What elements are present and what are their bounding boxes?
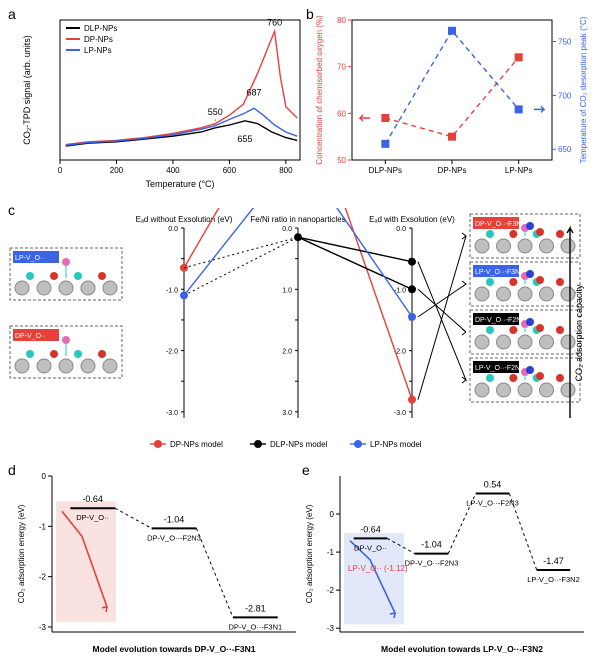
svg-text:Eₐd without Exsolution (eV): Eₐd without Exsolution (eV) [136, 215, 233, 224]
svg-text:LP-V_O··: LP-V_O·· [15, 255, 45, 262]
svg-text:650: 650 [558, 145, 572, 154]
svg-text:750: 750 [558, 38, 572, 47]
svg-text:-3: -3 [327, 624, 335, 633]
svg-text:400: 400 [166, 166, 180, 175]
svg-text:-0.64: -0.64 [82, 494, 103, 504]
svg-text:-2: -2 [39, 573, 47, 582]
svg-text:DLP-NPs model: DLP-NPs model [270, 440, 328, 449]
svg-text:LP-V_O·· (-1.12): LP-V_O·· (-1.12) [348, 564, 408, 573]
svg-text:LP-V_O··-F3N2: LP-V_O··-F3N2 [475, 269, 524, 276]
svg-text:-0.64: -0.64 [360, 524, 381, 534]
svg-text:DP-V_O··-F2N3: DP-V_O··-F2N3 [475, 317, 525, 324]
svg-text:0.0: 0.0 [168, 226, 178, 233]
svg-text:-2.0: -2.0 [166, 349, 178, 356]
svg-text:DP-V_O··: DP-V_O·· [15, 333, 46, 340]
panel-a-label: a [8, 6, 16, 22]
svg-text:DP-NPs model: DP-NPs model [170, 440, 223, 449]
svg-text:Fe/Ni ratio in nanoparticles: Fe/Ni ratio in nanoparticles [250, 215, 345, 224]
svg-text:CO₂ adsorption energy (eV): CO₂ adsorption energy (eV) [305, 504, 314, 603]
svg-text:800: 800 [279, 166, 293, 175]
svg-text:DP-NPs: DP-NPs [84, 35, 113, 44]
svg-text:-2.81: -2.81 [245, 603, 266, 613]
svg-text:687: 687 [246, 88, 261, 98]
svg-text:3.0: 3.0 [282, 410, 292, 417]
svg-text:Model evolution towards DP-V_O: Model evolution towards DP-V_O··-F3N1 [93, 644, 256, 654]
svg-text:DP-V_O··: DP-V_O·· [76, 513, 109, 522]
svg-text:LP-NPs: LP-NPs [84, 46, 112, 55]
svg-text:655: 655 [237, 134, 252, 144]
panel-a-chart: 0 200 400 600 800 Temperature (°C) CO₂-TPD sig… [18, 10, 308, 190]
svg-text:LP-V_O··-F2N3: LP-V_O··-F2N3 [475, 365, 524, 372]
svg-text:CO₂ adsorption capacity: CO₂ adsorption capacity [574, 284, 584, 382]
svg-text:550: 550 [208, 107, 223, 117]
svg-text:2.0: 2.0 [282, 349, 292, 356]
svg-text:Concentration of chemisorbed o: Concentration of chemisorbed oxygen (%) [315, 15, 324, 165]
svg-text:-1.04: -1.04 [421, 540, 442, 550]
svg-text:DP-V_O··-F3N1: DP-V_O··-F3N1 [475, 221, 525, 228]
svg-text:DLP-NPs: DLP-NPs [84, 24, 117, 33]
svg-text:LP-V_O··-F2N3: LP-V_O··-F2N3 [466, 499, 519, 508]
svg-text:70: 70 [337, 63, 346, 72]
svg-text:700: 700 [558, 91, 572, 100]
svg-text:-1.47: -1.47 [543, 556, 564, 566]
svg-text:0: 0 [58, 166, 63, 175]
svg-text:CO₂-TPD signal (arb. units): CO₂-TPD signal (arb. units) [22, 35, 32, 145]
svg-text:-1.04: -1.04 [164, 514, 185, 524]
svg-text:-3: -3 [39, 623, 47, 632]
svg-text:DLP-NPs: DLP-NPs [369, 166, 402, 175]
svg-text:DP-V_O··-F2N3: DP-V_O··-F2N3 [147, 533, 201, 542]
svg-text:-3.0: -3.0 [394, 410, 406, 417]
svg-text:200: 200 [110, 166, 124, 175]
svg-text:60: 60 [337, 109, 346, 118]
svg-text:LP-NPs: LP-NPs [505, 166, 533, 175]
svg-text:DP-V_O··-F2N3: DP-V_O··-F2N3 [405, 559, 459, 568]
svg-text:DP-NPs: DP-NPs [438, 166, 467, 175]
panel-b-chart: 50 60 70 80 650 700 750 DLP-NPs DP-NPs LP-NPs Conc… [312, 10, 592, 190]
panel-c-chart: LP-V_O·· DP-V_O·· DP-V_O··-F3N1 LP-V_O··-F3… [8, 208, 588, 458]
svg-text:Eₐd with Exsolution (eV): Eₐd with Exsolution (eV) [369, 215, 455, 224]
svg-text:CO₂ adsorption energy (eV): CO₂ adsorption energy (eV) [17, 504, 26, 603]
panel-d-chart: -3 -2 -1 0 -0.64 DP-V_O·· -1.04 DP-V_O··-F2N3 -2… [14, 468, 304, 658]
svg-text:600: 600 [223, 166, 237, 175]
svg-text:-1.0: -1.0 [166, 287, 178, 294]
svg-text:1.0: 1.0 [282, 287, 292, 294]
svg-text:-1: -1 [327, 548, 335, 557]
svg-text:DP-V_O··: DP-V_O·· [354, 543, 387, 552]
svg-text:760: 760 [267, 18, 282, 28]
svg-text:-3.0: -3.0 [166, 410, 178, 417]
svg-text:-2: -2 [327, 586, 335, 595]
svg-text:50: 50 [337, 156, 346, 165]
svg-text:Temperature of CO₂ desorption: Temperature of CO₂ desorption peak (°C) [579, 16, 588, 163]
svg-text:DP-V_O··-F3N1: DP-V_O··-F3N1 [228, 622, 282, 631]
svg-text:LP-NPs model: LP-NPs model [370, 440, 422, 449]
svg-text:0: 0 [330, 510, 335, 519]
svg-text:-1: -1 [39, 522, 47, 531]
svg-text:LP-V_O··-F3N2: LP-V_O··-F3N2 [527, 575, 580, 584]
svg-text:0.54: 0.54 [484, 480, 502, 490]
svg-text:80: 80 [337, 16, 346, 25]
svg-text:Model evolution towards LP-V_O: Model evolution towards LP-V_O··-F3N2 [381, 644, 543, 654]
svg-text:0.0: 0.0 [396, 226, 406, 233]
svg-text:0: 0 [42, 472, 47, 481]
svg-text:0.0: 0.0 [282, 226, 292, 233]
svg-text:Temperature (°C): Temperature (°C) [145, 179, 214, 189]
panel-e-chart: -3 -2 -1 0 -0.64 DP-V_O·· -1.04 DP-V_O··-F2N3 0.… [302, 468, 592, 658]
